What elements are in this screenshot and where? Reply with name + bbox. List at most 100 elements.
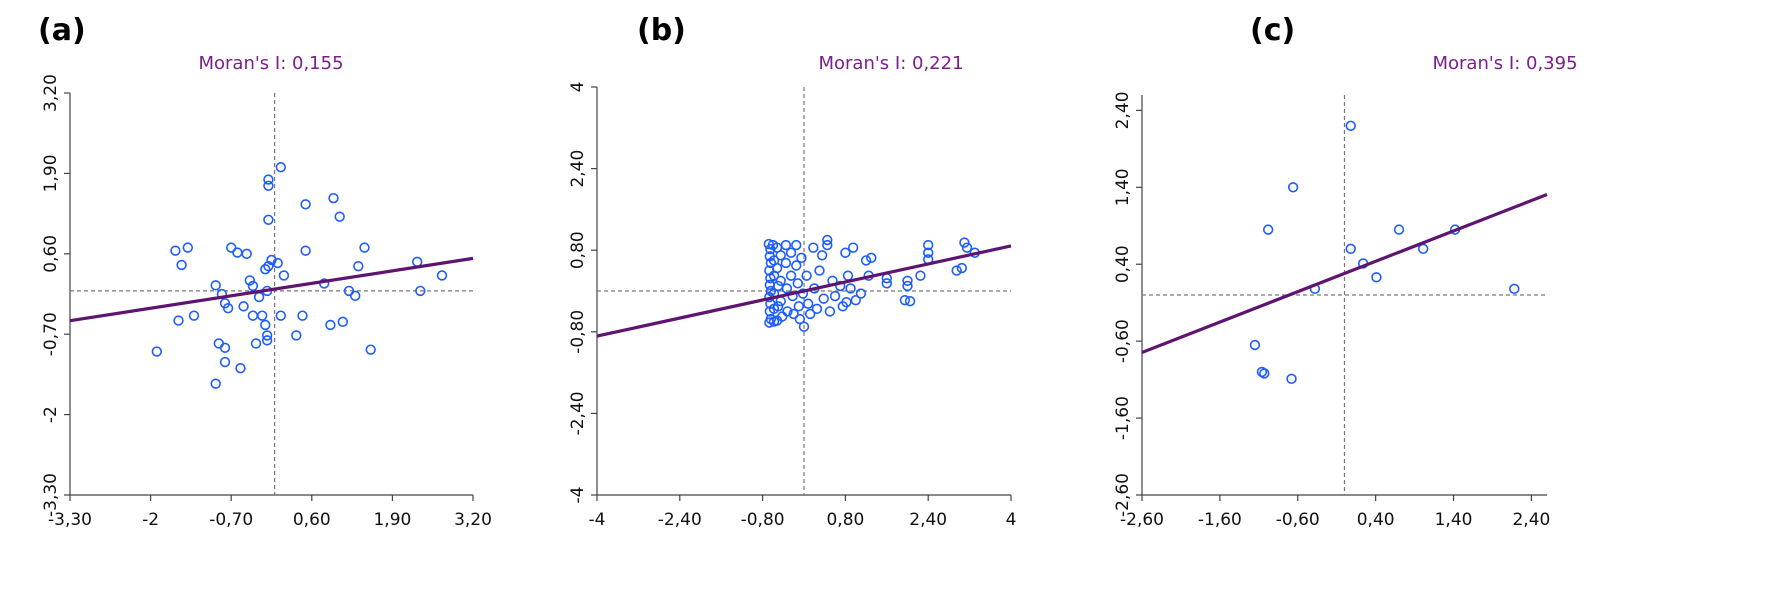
panel-a-data-point bbox=[260, 264, 271, 275]
panel-b-data-point bbox=[956, 262, 968, 274]
panel-a-data-point bbox=[291, 330, 302, 341]
panel-a-x-tick-label: -0,70 bbox=[209, 510, 253, 530]
panel-a-data-point bbox=[260, 319, 271, 331]
panel-b-plot: -4 -2,40 -0,80 0,80 2,40 4 -4 -2,40 -0,80 0,80 2,4… bbox=[568, 82, 1016, 530]
panel-a-x-tick-label: 0,60 bbox=[293, 510, 331, 530]
panel-a-label: (a) bbox=[38, 13, 86, 48]
panel-b-data-point bbox=[794, 313, 806, 325]
panel-b-data-point bbox=[847, 242, 859, 253]
panel-b-data-point bbox=[840, 247, 851, 258]
panel-a-data-point bbox=[263, 180, 274, 191]
panel-b-data-point bbox=[959, 237, 970, 248]
panel-c-data-point bbox=[1249, 339, 1261, 351]
panel-a-data-point bbox=[261, 335, 273, 346]
panel-b-x-tick-label: 2,40 bbox=[909, 510, 947, 530]
panel-a-data-point bbox=[188, 310, 200, 321]
panel-b-y-tick-label: -4 bbox=[568, 487, 588, 504]
panel-a-data-point bbox=[263, 214, 274, 225]
panel-a-y-tick-label: 0,60 bbox=[41, 235, 61, 273]
panel-b-data-point bbox=[792, 278, 803, 289]
panel-c-x-tick-label: 2,40 bbox=[1512, 510, 1550, 530]
panel-a-data-point bbox=[263, 260, 274, 272]
panel-b-data-point bbox=[922, 247, 934, 258]
panel-a-data-point bbox=[297, 310, 308, 321]
panel-b-data-point bbox=[787, 290, 798, 302]
panel-c-y-tick-label: 1,40 bbox=[1113, 168, 1133, 206]
panel-b-data-point bbox=[915, 270, 926, 281]
panel-b-data-point bbox=[793, 301, 805, 312]
panel-a-regression-line bbox=[69, 256, 474, 323]
panel-a-y-tick-label: -3,30 bbox=[41, 473, 61, 517]
panel-a-data-point bbox=[219, 342, 231, 354]
panel-b-data-point bbox=[811, 303, 823, 315]
panel-c-data-point bbox=[1287, 182, 1299, 193]
panel-b: (b) Moran's I: 0,221 -4 -2,40 -0,80 0,80 2,4… bbox=[568, 13, 1016, 530]
panel-a-data-point bbox=[275, 162, 286, 173]
panel-a-data-point bbox=[325, 319, 336, 331]
panel-b-data-point bbox=[961, 242, 973, 253]
panel-a-data-point bbox=[241, 248, 252, 260]
panel-a-data-point bbox=[272, 257, 283, 269]
panel-b-x-tick-label: -2,40 bbox=[658, 510, 702, 530]
panel-c-x-tick-label: -1,60 bbox=[1198, 510, 1242, 530]
panel-b-y-tick-label: 2,40 bbox=[568, 150, 588, 188]
panel-a-data-point bbox=[182, 242, 194, 253]
panel-c-x-tick-label: 1,40 bbox=[1435, 510, 1473, 530]
panel-b-data-point bbox=[785, 270, 797, 281]
panel-b-data-point bbox=[763, 238, 775, 250]
panel-a-data-point bbox=[250, 338, 262, 349]
panel-b-data-point bbox=[765, 257, 777, 269]
panel-b-label: (b) bbox=[637, 13, 686, 48]
panel-b-data-point bbox=[841, 297, 852, 308]
panel-c-data-point bbox=[1393, 224, 1405, 235]
panel-b-regression-line bbox=[596, 244, 1012, 338]
panel-a-y-tick-label: -0,70 bbox=[41, 312, 61, 356]
panel-a-data-point bbox=[170, 245, 181, 256]
panel-c-y-tick-label: 2,40 bbox=[1113, 91, 1133, 129]
panel-b-y-tick-label: 0,80 bbox=[568, 231, 588, 269]
panel-c-data-point bbox=[1345, 243, 1356, 255]
panel-c-data-point bbox=[1509, 283, 1520, 295]
panel-c-data-point bbox=[1259, 368, 1270, 379]
panel-b-data-point bbox=[866, 252, 877, 264]
panel-c-data-point bbox=[1286, 373, 1297, 385]
panel-b-data-point bbox=[791, 239, 802, 251]
panel-a-data-point bbox=[300, 245, 311, 256]
panel-a-data-point bbox=[278, 270, 290, 281]
panel-b-data-point bbox=[818, 293, 829, 304]
panel-c-y-tick-label: -1,60 bbox=[1113, 396, 1133, 440]
panel-b-data-point bbox=[822, 234, 833, 246]
panel-c-y-tick-label: -0,60 bbox=[1113, 319, 1133, 363]
panel-c-data-point bbox=[1345, 120, 1356, 131]
panel-a-x-tick-label: 1,90 bbox=[373, 510, 411, 530]
panel-b-data-point bbox=[796, 252, 807, 264]
panel-c-label: (c) bbox=[1250, 13, 1295, 48]
panel-b-data-point bbox=[802, 298, 814, 309]
panel-a-data-point bbox=[334, 211, 345, 222]
panel-b-data-point bbox=[798, 321, 810, 332]
panel-b-data-point bbox=[775, 250, 786, 261]
panel-b-data-point bbox=[899, 294, 911, 306]
panel-b-data-point bbox=[791, 260, 802, 271]
panel-a-y-tick-label: -2 bbox=[41, 406, 61, 423]
panel-a-data-point bbox=[365, 344, 376, 355]
panel-a-data-point bbox=[151, 346, 163, 357]
panel-b-data-point bbox=[814, 265, 825, 276]
panel-c-y-tick-label: -2,60 bbox=[1113, 473, 1133, 517]
panel-a-data-point bbox=[257, 310, 268, 321]
panel-b-data-point bbox=[782, 306, 793, 317]
panel-b-title: Moran's I: 0,221 bbox=[818, 53, 963, 74]
panel-c-regression-line bbox=[1141, 192, 1548, 354]
panel-b-x-tick-label: 0,80 bbox=[826, 510, 864, 530]
panel-c-title: Moran's I: 0,395 bbox=[1432, 53, 1577, 74]
panel-b-data-point bbox=[801, 270, 812, 281]
panel-b-data-point bbox=[781, 283, 793, 294]
panel-c-x-tick-label: -0,60 bbox=[1276, 510, 1320, 530]
panel-b-data-point bbox=[829, 290, 841, 302]
panel-a-data-point bbox=[261, 330, 273, 341]
panel-a-data-point bbox=[328, 192, 339, 204]
panel-a-x-tick-label: -3,30 bbox=[48, 510, 92, 530]
panel-b-data-point bbox=[772, 301, 784, 312]
panel-a-data-point bbox=[275, 310, 286, 321]
panel-c-plot: -2,60 -1,60 -0,60 0,40 1,40 2,40 -2,60 -1,60 -0,… bbox=[1113, 91, 1550, 530]
